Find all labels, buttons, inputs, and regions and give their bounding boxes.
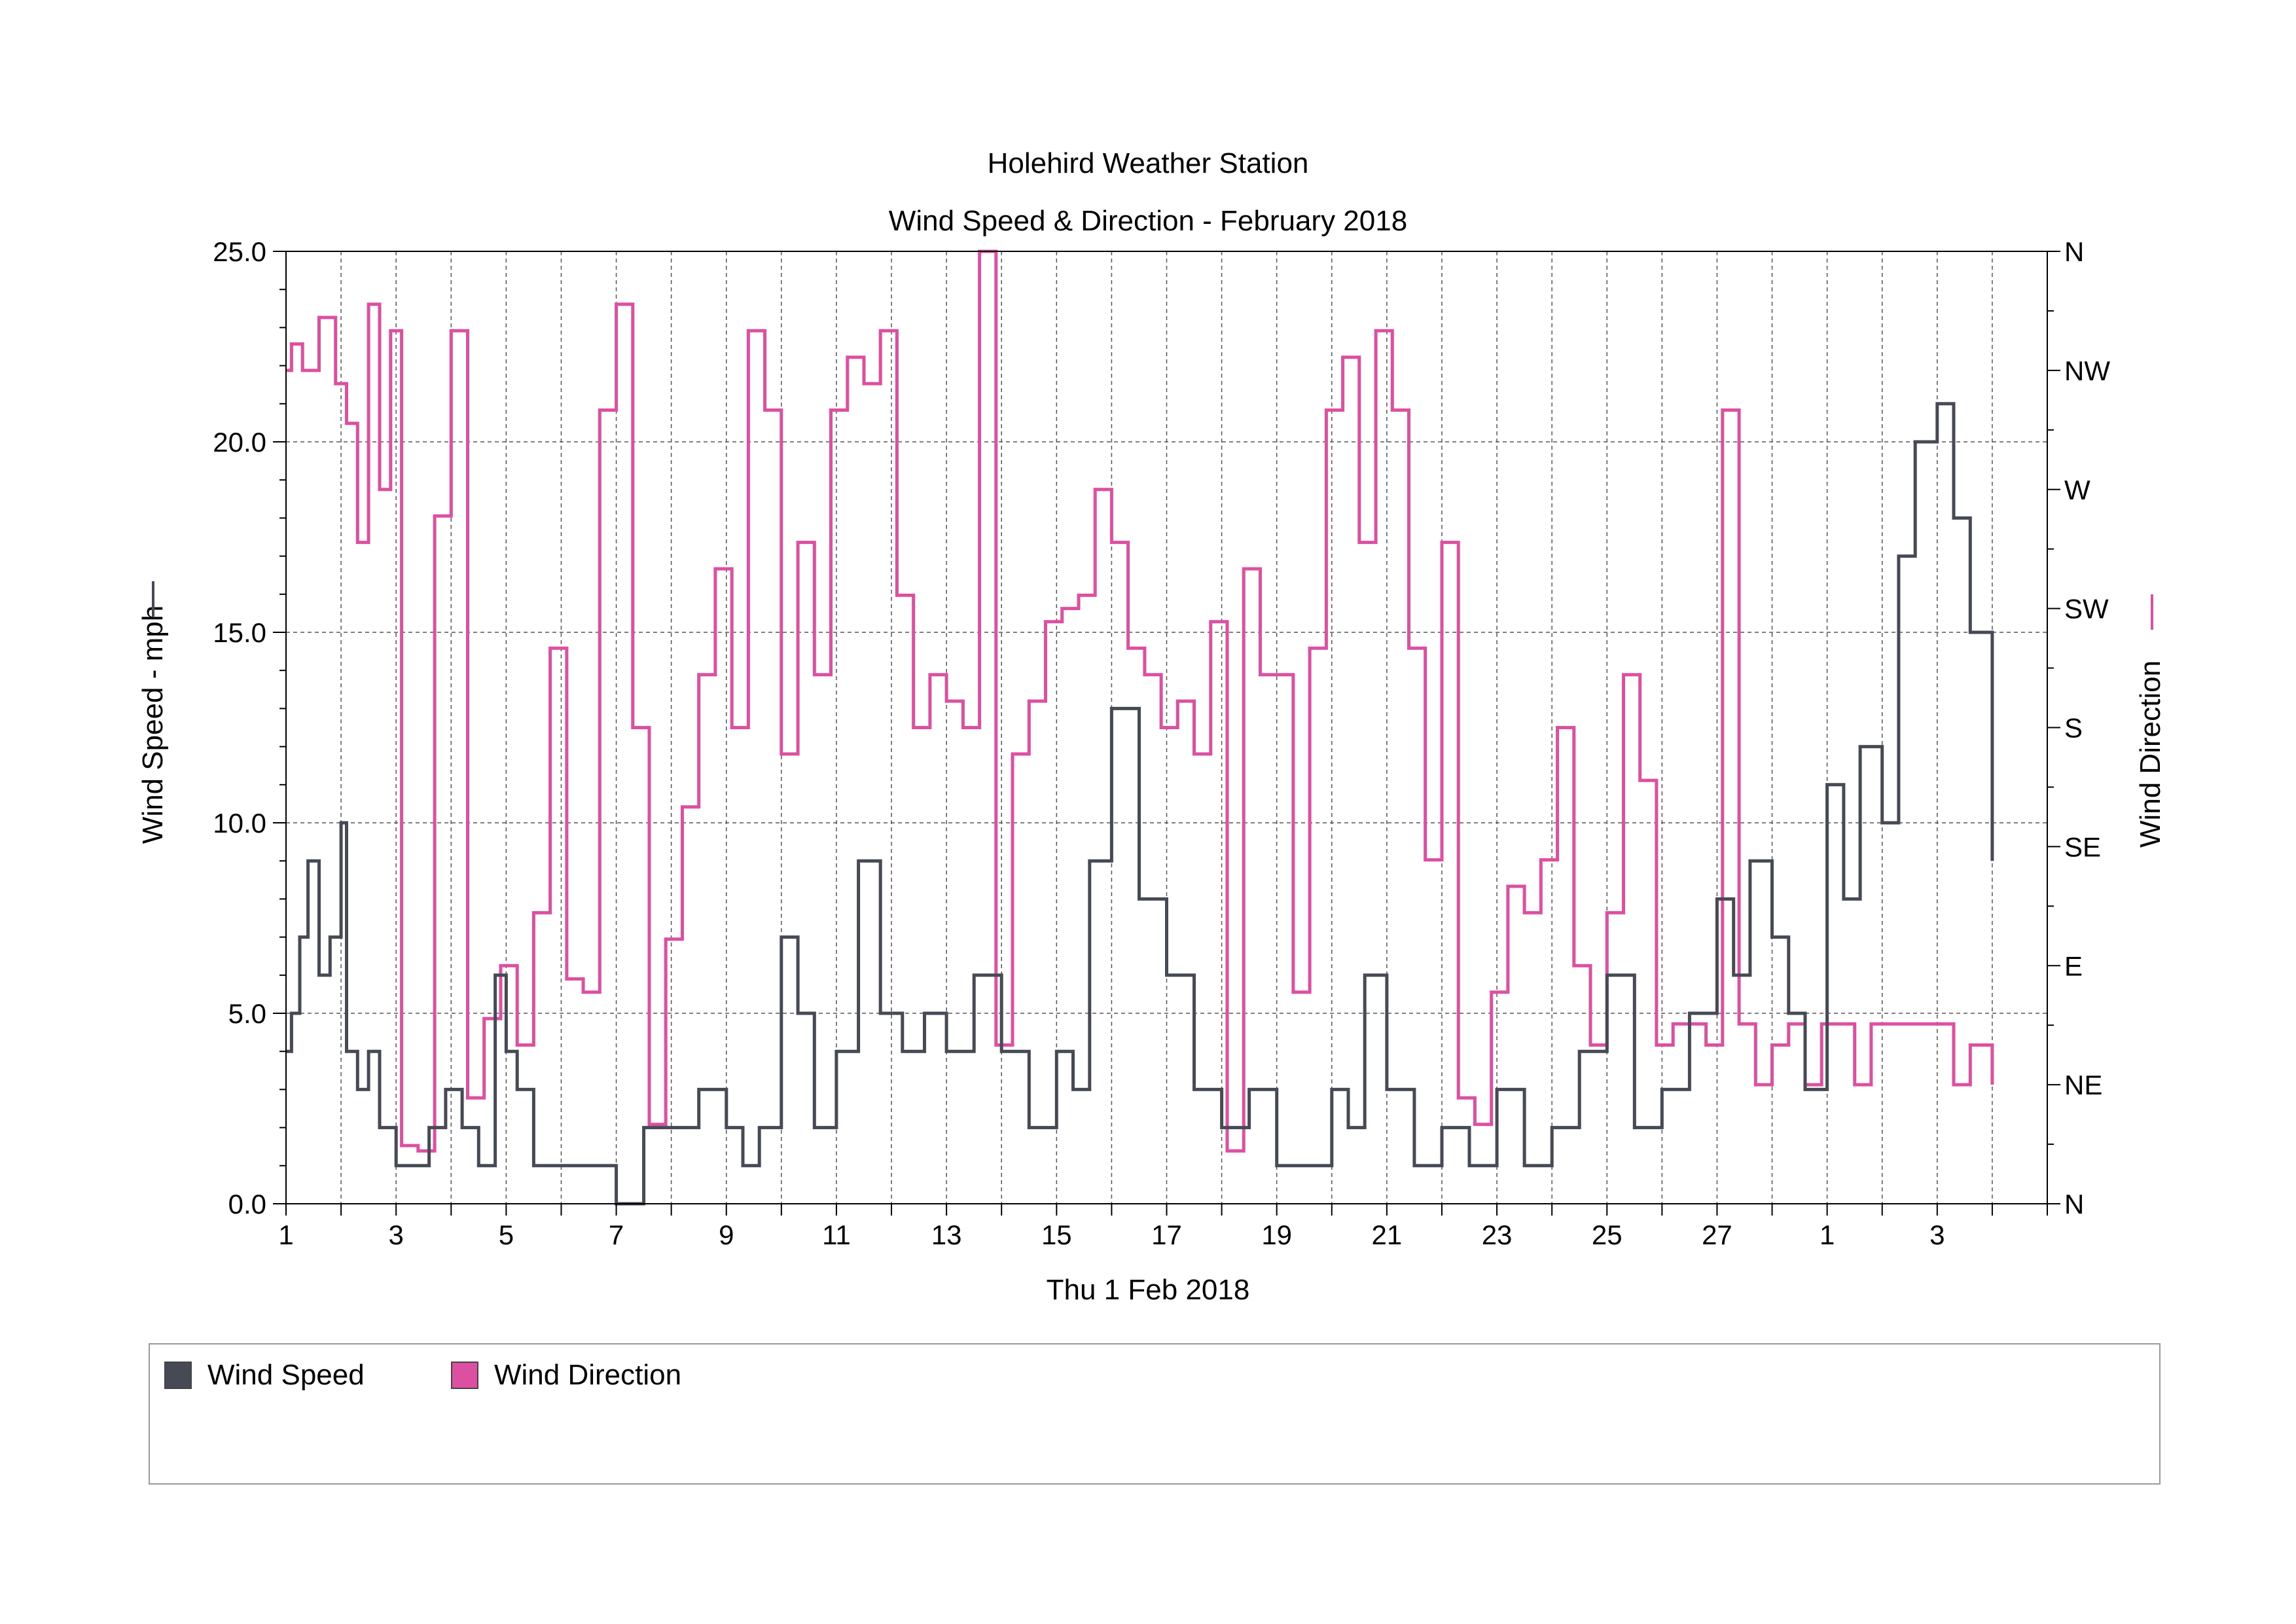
y-axis-right-label: Wind Direction <box>2134 660 2166 848</box>
x-tick-label: 1 <box>278 1219 293 1250</box>
x-tick-label: 27 <box>1702 1219 1732 1250</box>
y-right-tick-label: N <box>2064 1189 2084 1219</box>
series-wind-direction <box>286 249 1994 1153</box>
x-tick-label: 21 <box>1372 1219 1403 1250</box>
y-left-tick-label: 5.0 <box>228 998 266 1029</box>
axes: 1 3 5 7 9 11 13 15 17 19 21 23 25 27 1 30.05.010.015.02… <box>213 236 2110 1250</box>
legend: Wind Speed Wind Direction <box>149 1343 2161 1485</box>
y-left-tick-label: 10.0 <box>213 808 266 839</box>
x-tick-label: 15 <box>1041 1219 1072 1250</box>
series-layer <box>286 249 1994 1206</box>
y-left-tick-label: 15.0 <box>213 617 266 648</box>
x-axis-label: Thu 1 Feb 2018 <box>1047 1274 1250 1306</box>
x-tick-label: 25 <box>1592 1219 1623 1250</box>
y-left-tick-label: 0.0 <box>228 1189 266 1219</box>
y-left-tick-label: 25.0 <box>213 236 266 267</box>
chart-subtitle: Wind Speed & Direction - February 2018 <box>889 205 1407 237</box>
y-right-tick-label: E <box>2064 950 2083 981</box>
series-wind-speed <box>286 402 1994 1206</box>
x-tick-label: 17 <box>1151 1219 1182 1250</box>
legend-label-wind-direction: Wind Direction <box>494 1359 682 1391</box>
x-tick-label: 5 <box>499 1219 514 1250</box>
chart-title: Holehird Weather Station <box>988 147 1309 179</box>
x-tick-label: 1 <box>1820 1219 1835 1250</box>
legend-item-wind-direction: Wind Direction <box>451 1359 681 1392</box>
y-right-tick-label: N <box>2064 236 2084 267</box>
x-tick-label: 19 <box>1261 1219 1292 1250</box>
x-tick-label: 9 <box>719 1219 734 1250</box>
x-tick-label: 7 <box>609 1219 624 1250</box>
x-tick-label: 3 <box>389 1219 404 1250</box>
legend-swatch-wind-speed <box>164 1362 192 1389</box>
y-right-tick-label: NW <box>2064 355 2110 386</box>
x-tick-label: 23 <box>1482 1219 1513 1250</box>
y-right-tick-label: SW <box>2064 594 2109 624</box>
y-right-tick-label: S <box>2064 713 2083 744</box>
legend-label-wind-speed: Wind Speed <box>207 1359 365 1391</box>
legend-swatch-wind-direction <box>451 1362 478 1389</box>
legend-item-wind-speed: Wind Speed <box>164 1359 365 1392</box>
y-left-tick-label: 20.0 <box>213 427 266 458</box>
y-right-tick-label: NE <box>2064 1070 2102 1100</box>
x-tick-label: 3 <box>1929 1219 1945 1250</box>
x-tick-label: 13 <box>931 1219 962 1250</box>
x-tick-label: 11 <box>822 1219 851 1250</box>
y-axis-left-label: Wind Speed - mph <box>137 605 169 844</box>
y-right-tick-label: W <box>2064 475 2090 505</box>
y-right-tick-label: SE <box>2064 831 2101 862</box>
